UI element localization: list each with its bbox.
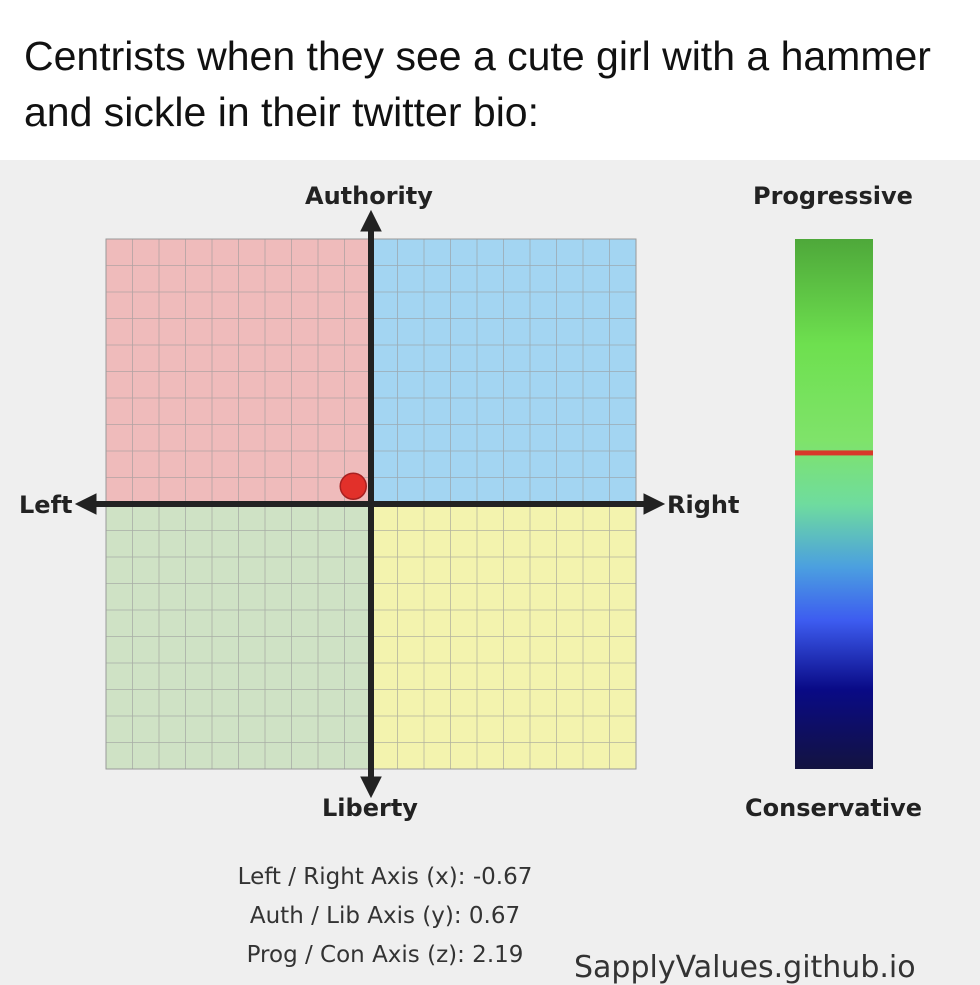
z-score-marker xyxy=(795,450,873,456)
meme-caption-area: Centrists when they see a cute girl with… xyxy=(0,0,980,160)
label-right: Right xyxy=(667,491,740,519)
label-left: Left xyxy=(19,491,73,519)
x-axis-result: Left / Right Axis (x): -0.67 xyxy=(237,864,533,890)
site-url: SapplyValues.github.io xyxy=(574,950,916,985)
label-liberty: Liberty xyxy=(322,794,418,822)
arrow-down-icon xyxy=(360,776,382,799)
meme-caption: Centrists when they see a cute girl with… xyxy=(24,33,931,135)
progressive-conservative-bar xyxy=(795,239,873,769)
result-dot xyxy=(339,472,367,500)
y-axis-result: Auth / Lib Axis (y): 0.67 xyxy=(249,903,521,929)
label-progressive: Progressive xyxy=(753,182,913,210)
z-axis-result: Prog / Con Axis (z): 2.19 xyxy=(246,942,524,968)
label-authority: Authority xyxy=(305,182,433,210)
label-conservative: Conservative xyxy=(745,794,923,822)
arrow-left-icon xyxy=(74,493,97,515)
arrow-up-icon xyxy=(360,209,382,232)
axes xyxy=(74,209,666,799)
arrow-right-icon xyxy=(643,493,666,515)
